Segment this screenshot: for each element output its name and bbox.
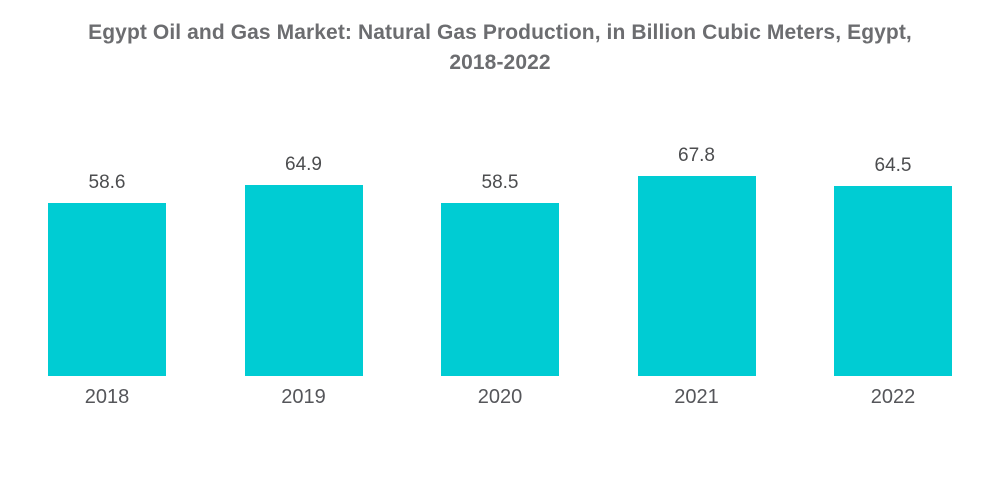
bar-value-label: 64.9 [285,154,322,175]
bar-value-label: 67.8 [678,145,715,166]
chart-title: Egypt Oil and Gas Market: Natural Gas Pr… [0,0,1000,78]
bar-year-label: 2018 [84,386,130,408]
chart-title-line1: Egypt Oil and Gas Market: Natural Gas Pr… [88,21,912,44]
bar-value-label: 58.6 [88,172,126,193]
bar-2018 [48,203,166,376]
bar-value-label: 58.5 [481,172,519,193]
bar-year-label: 2021 [674,386,719,408]
bar-group-2021: 67.8 2021 [637,140,756,409]
bar-group-2020: 58.5 2020 [441,140,559,409]
bar-group-2019: 64.9 2019 [244,140,363,409]
bar-group-2022: 64.5 2022 [834,140,952,409]
bar-2022 [834,186,952,376]
plot-area: 58.6 2018 64.9 2019 58.5 2020 67.8 2021 … [48,140,952,409]
bar-group-2018: 58.6 2018 [48,140,166,409]
bar-year-label: 2019 [281,386,326,408]
bar-2021 [637,176,756,376]
bar-2020 [441,203,559,376]
bar-value-label: 64.5 [874,155,912,176]
bar-year-label: 2020 [477,386,523,408]
bar-2019 [244,185,363,376]
bar-year-label: 2022 [870,386,916,408]
chart-title-line2: 2018-2022 [449,51,551,74]
